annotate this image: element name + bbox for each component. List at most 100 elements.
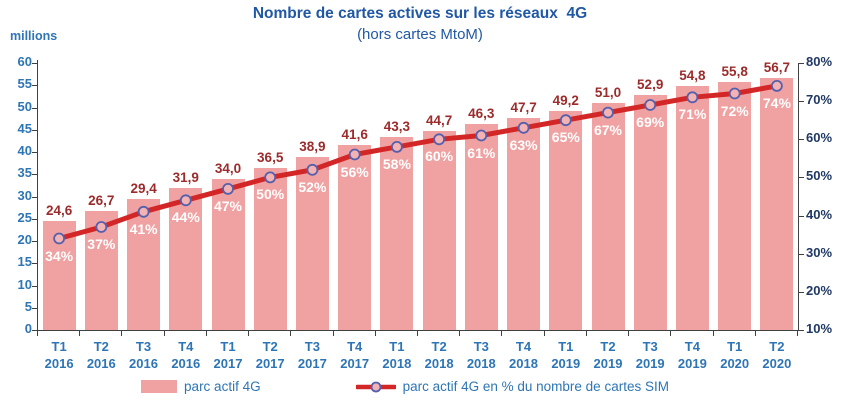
bar <box>718 81 752 330</box>
pct-label: 74% <box>762 94 791 111</box>
x-axis-category-label: T3 2017 <box>291 338 333 372</box>
x-axis-category-label: T1 2017 <box>207 338 249 372</box>
legend-label-line-series: parc actif 4G en % du nombre de cartes S… <box>402 379 669 394</box>
legend-label-bar-series: parc actif 4G <box>184 379 261 394</box>
line-marker-icon <box>348 148 361 161</box>
right-axis-tick-label: 50% <box>806 168 833 184</box>
x-axis-year-label: 2020 <box>762 356 792 371</box>
bar <box>211 178 245 330</box>
left-axis-tick-label: 15 <box>17 254 32 270</box>
pct-label: 41% <box>129 220 158 237</box>
x-axis-tick <box>501 330 503 336</box>
left-axis-tick <box>32 174 37 176</box>
pct-label: 67% <box>593 121 623 138</box>
left-axis-tick-label: 25 <box>17 209 32 225</box>
right-axis-line <box>798 63 799 330</box>
x-axis-category-label: T2 2020 <box>756 338 798 372</box>
bar-value-label: 55,8 <box>721 63 748 79</box>
x-axis-tick <box>374 330 376 336</box>
chart-subtitle: (hors cartes MtoM) <box>357 26 483 43</box>
legend-item-line-series: parc actif 4G en % du nombre de cartes S… <box>355 379 669 394</box>
x-axis-category-label: T3 2018 <box>460 338 502 372</box>
bar-value-label: 34,0 <box>214 160 242 176</box>
left-axis-line <box>37 60 38 330</box>
bar-value-label: 47,7 <box>510 99 537 115</box>
line-marker-icon <box>602 106 614 119</box>
bar <box>549 111 583 330</box>
line-marker-icon <box>306 163 319 176</box>
bar-value-label: 49,2 <box>552 93 579 109</box>
x-axis-year-label: 2019 <box>551 356 581 371</box>
left-axis-tick <box>32 129 37 131</box>
pct-label: 47% <box>213 197 243 214</box>
x-axis-tick <box>628 330 630 336</box>
x-axis-quarter-label: T2 <box>93 339 109 354</box>
left-axis-tick <box>32 241 37 242</box>
x-axis-quarter-label: T3 <box>642 339 658 354</box>
x-axis-category-label: T4 2017 <box>334 338 376 372</box>
left-axis-tick <box>32 307 37 309</box>
bar <box>507 117 541 330</box>
right-axis-tick-label: 20% <box>806 282 833 298</box>
right-axis-tick <box>799 253 804 255</box>
x-axis-quarter-label: T1 <box>558 339 574 354</box>
bar <box>253 167 287 330</box>
bar-value-label: 43,3 <box>383 119 411 135</box>
left-axis-tick-label: 55 <box>17 76 32 92</box>
x-axis-tick <box>37 330 38 336</box>
x-axis-quarter-label: T4 <box>347 339 363 354</box>
x-axis-tick <box>585 330 587 336</box>
x-axis-quarter-label: T4 <box>515 339 532 354</box>
line-marker-icon <box>728 87 741 100</box>
x-axis-tick <box>670 330 672 336</box>
left-axis-tick-label: 50 <box>17 98 32 114</box>
x-axis-year-label: 2019 <box>677 356 707 371</box>
right-axis-tick-label: 30% <box>806 244 833 260</box>
x-axis-year-label: 2019 <box>593 356 623 371</box>
bar-value-label: 46,3 <box>468 106 495 121</box>
x-axis-year-label: 2017 <box>297 356 327 371</box>
pct-label: 56% <box>340 163 369 180</box>
x-axis-year-label: 2016 <box>129 356 158 371</box>
plot-area: 24,6 26,7 29,4 31,9 34,0 36,5 38,9 41,6 43,3 44,7… <box>38 60 798 330</box>
line-marker-icon <box>264 171 277 184</box>
line-marker-icon <box>95 221 108 233</box>
x-axis-category-label: T3 2016 <box>122 338 164 372</box>
right-axis-tick-label: 70% <box>806 92 833 108</box>
bar-value-label: 51,0 <box>594 85 622 100</box>
bar-value-label: 54,8 <box>679 68 706 84</box>
x-axis-tick <box>712 330 714 336</box>
x-axis-year-label: 2020 <box>720 356 750 371</box>
x-axis-year-label: 2018 <box>424 356 454 371</box>
left-axis-tick-label: 35 <box>17 165 32 181</box>
bar-series-swatch-icon <box>141 380 178 393</box>
x-axis-quarter-label: T2 <box>262 339 278 354</box>
x-axis-tick <box>163 330 165 336</box>
right-axis-tick-label: 10% <box>806 321 833 336</box>
x-axis-tick <box>417 330 418 336</box>
left-axis-tick <box>32 330 37 331</box>
pct-label: 61% <box>467 144 496 161</box>
pct-label: 37% <box>87 236 116 252</box>
x-axis-category-label: T1 2018 <box>376 338 418 372</box>
pct-label: 71% <box>678 106 707 123</box>
x-axis-tick <box>797 330 798 336</box>
left-axis-tick <box>32 196 37 198</box>
right-axis-tick-label: 60% <box>806 130 833 146</box>
right-axis-tick <box>799 139 804 141</box>
chart-title: Nombre de cartes actives sur les réseaux… <box>252 5 588 22</box>
line-marker-icon <box>517 121 530 134</box>
pct-label: 52% <box>298 178 327 195</box>
x-axis-category-label: T4 2019 <box>671 338 713 372</box>
x-axis-year-label: 2017 <box>213 356 243 371</box>
left-axis-tick <box>32 285 37 287</box>
x-axis-tick <box>79 330 81 336</box>
line-marker-icon <box>771 79 783 92</box>
x-axis-tick <box>248 330 250 336</box>
x-axis-quarter-label: T2 <box>769 339 785 354</box>
legend: parc actif 4G parc actif 4G en % du nomb… <box>0 379 810 394</box>
right-axis-tick <box>799 291 804 293</box>
x-axis-category-label: T1 2019 <box>545 338 587 372</box>
left-axis-tick <box>32 218 37 220</box>
